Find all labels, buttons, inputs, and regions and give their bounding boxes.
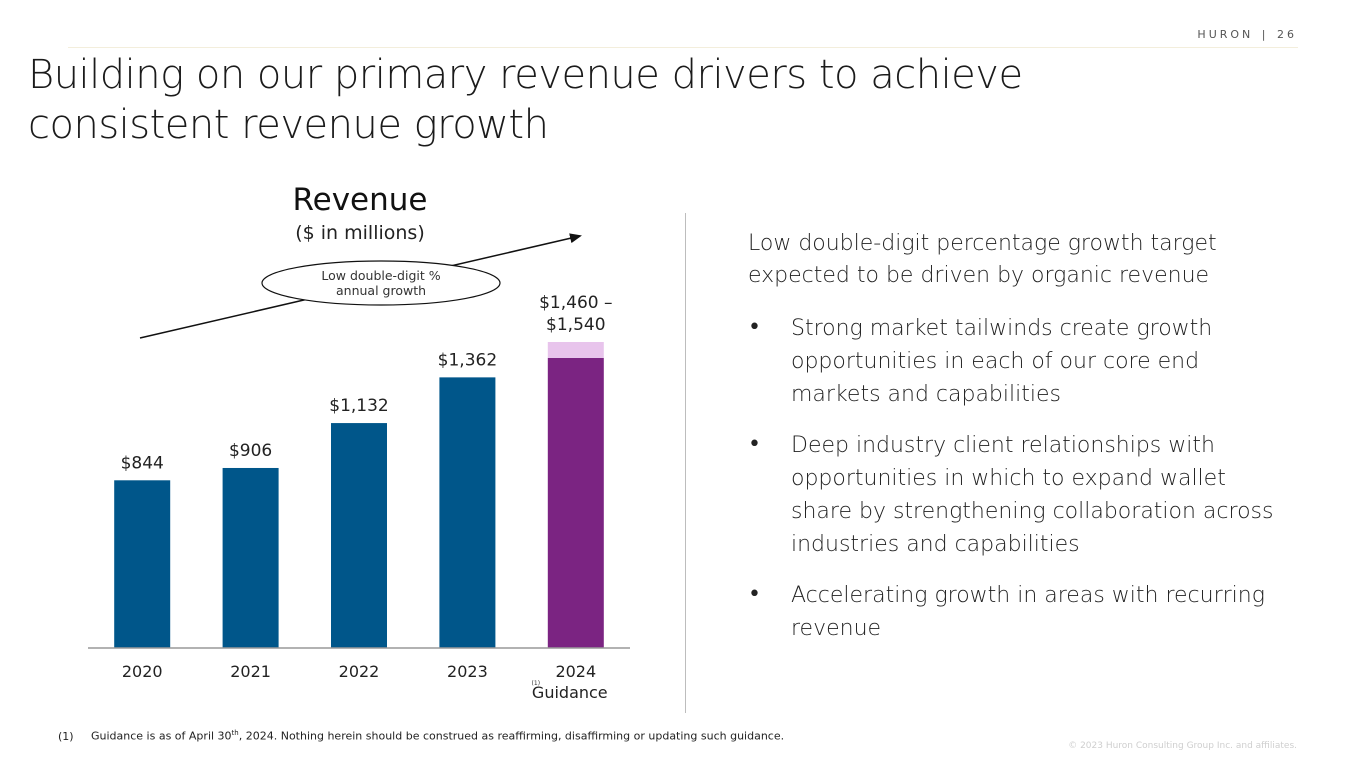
data-label-2022: $1,132 xyxy=(329,396,388,416)
tick-label-2022: 2022 xyxy=(339,662,380,681)
tick-label-2020: 2020 xyxy=(122,662,163,681)
bullet-item: • Deep industry client relationships wit… xyxy=(748,429,1308,561)
tick-label-2021: 2021 xyxy=(230,662,271,681)
bullet-text: Deep industry client relationships with … xyxy=(791,433,1274,557)
header-rule xyxy=(68,47,1298,48)
chart-subtitle: ($ in millions) xyxy=(295,222,425,244)
footnote-superscript: th xyxy=(231,729,239,737)
data-label-2024: $1,540 xyxy=(546,315,605,335)
annotation-text: Low double-digit % xyxy=(321,268,440,283)
brand-name: HURON xyxy=(1197,28,1254,41)
data-label-2021: $906 xyxy=(229,441,272,461)
tick-label-2024: 2024 xyxy=(555,662,596,681)
bar-2020 xyxy=(114,480,171,648)
bar-2022 xyxy=(331,423,387,648)
vertical-divider xyxy=(685,213,686,713)
footnote-text-after: , 2024. Nothing herein should be constru… xyxy=(238,729,785,743)
data-label-2023: $1,362 xyxy=(438,350,497,370)
footnote-marker: (1) xyxy=(532,680,541,687)
revenue-bar-chart: Low double-digit %annual growth $844 2020 $… xyxy=(88,233,630,702)
title-line-2: consistent revenue growth xyxy=(28,102,549,148)
tick-sublabel-2024: Guidance xyxy=(532,683,608,702)
data-label-2020: $844 xyxy=(121,453,164,473)
bullet-dot: • xyxy=(748,582,761,607)
annotation-ellipse xyxy=(261,260,501,306)
header-brand: HURON | 26 xyxy=(1197,28,1297,41)
page-number: 26 xyxy=(1277,28,1297,41)
footnote-number: (1) xyxy=(58,729,74,743)
right-panel: Low double-digit percentage growth targe… xyxy=(748,228,1308,663)
bullet-item: • Accelerating growth in areas with recu… xyxy=(748,579,1308,645)
brand-separator: | xyxy=(1261,28,1269,41)
bullet-text: Strong market tailwinds create growth op… xyxy=(791,316,1213,407)
bar-2024 xyxy=(547,357,604,648)
footnote-text-before: Guidance is as of April 30 xyxy=(91,729,232,743)
title-line-1: Building on our primary revenue drivers … xyxy=(28,52,1023,98)
chart-title: Revenue xyxy=(292,182,428,218)
bar-2023 xyxy=(439,377,496,648)
bullet-item: • Strong market tailwinds create growth … xyxy=(748,312,1308,411)
bullet-dot: • xyxy=(748,432,761,457)
data-label-2024: $1,460 – xyxy=(539,293,612,313)
bar-2021 xyxy=(222,467,279,648)
copyright: © 2023 Huron Consulting Group Inc. and a… xyxy=(1068,741,1297,751)
annotation-text: annual growth xyxy=(336,283,426,298)
footnote: (1) Guidance is as of April 30th, 2024. N… xyxy=(58,729,784,743)
page-title: Building on our primary revenue drivers … xyxy=(28,50,1128,150)
intro-text: Low double-digit percentage growth targe… xyxy=(748,231,1217,288)
tick-label-2023: 2023 xyxy=(447,662,488,681)
bullet-dot: • xyxy=(748,315,761,340)
bullet-text: Accelerating growth in areas with recurr… xyxy=(791,583,1265,641)
bar-range-2024 xyxy=(547,342,604,358)
